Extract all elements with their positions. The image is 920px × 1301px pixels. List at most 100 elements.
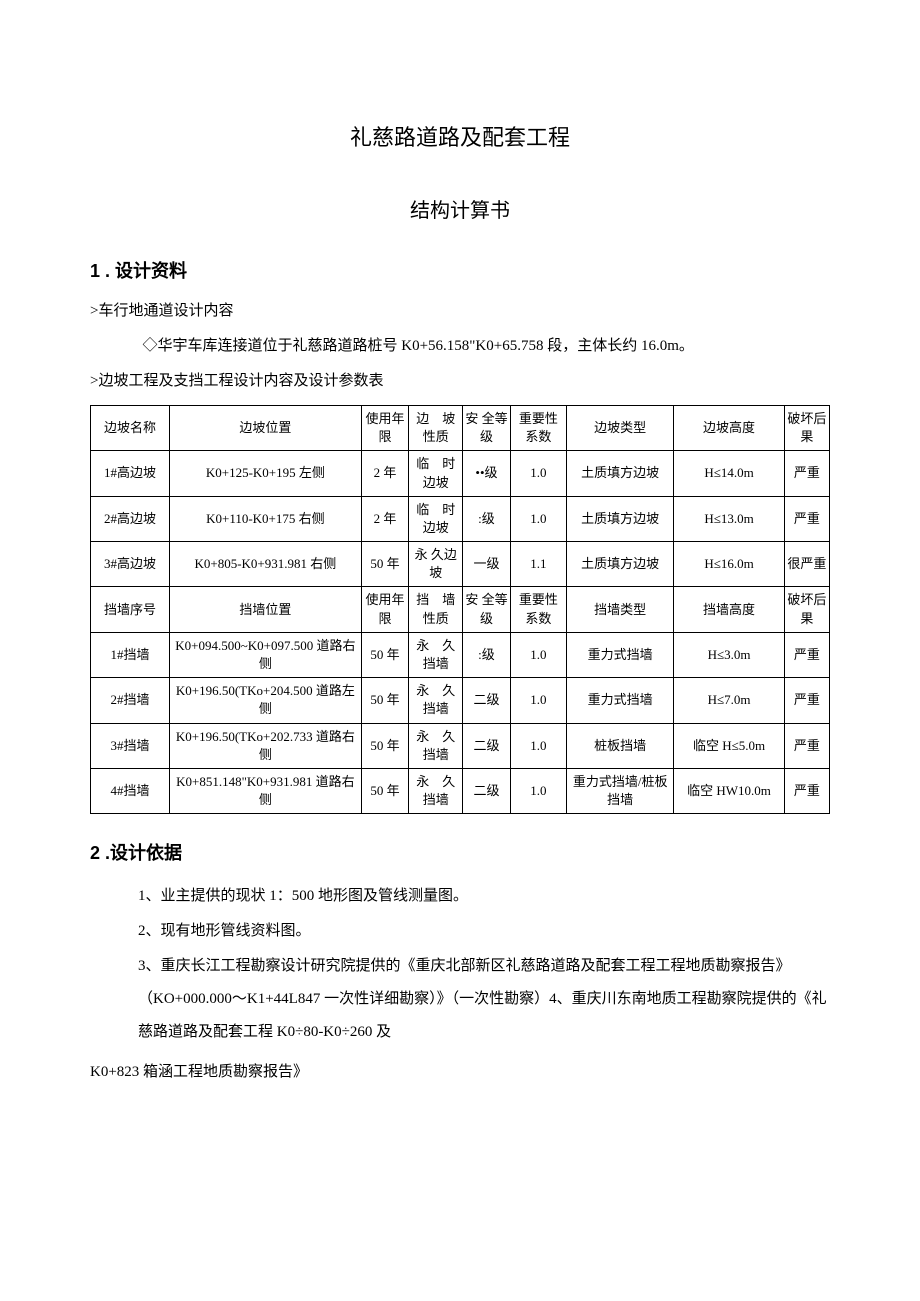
document-subtitle: 结构计算书 bbox=[90, 195, 830, 227]
table-row: 1#高边坡K0+125-K0+195 左侧2 年临 时边坡••级1.0土质填方边… bbox=[91, 451, 830, 496]
table-cell: 土质填方边坡 bbox=[567, 496, 674, 541]
table-cell: H≤7.0m bbox=[674, 678, 785, 723]
table-cell: 50 年 bbox=[361, 632, 408, 677]
section1-line2: ◇华宇车库连接道位于礼慈路道路桩号 K0+56.158"K0+65.758 段，… bbox=[90, 333, 830, 360]
table-cell: 50 年 bbox=[361, 678, 408, 723]
table-cell: K0+125-K0+195 左侧 bbox=[169, 451, 361, 496]
table-cell: K0+196.50(TKo+204.500 道路左侧 bbox=[169, 678, 361, 723]
table-cell: 3#高边坡 bbox=[91, 542, 170, 587]
table-cell: 重要性系数 bbox=[510, 587, 566, 632]
section-1-text: . 设计资料 bbox=[100, 261, 187, 281]
table-cell: 一级 bbox=[463, 542, 510, 587]
section-1-heading: 1 . 设计资料 bbox=[90, 257, 830, 286]
table-cell: 边坡名称 bbox=[91, 405, 170, 450]
table-cell: 临空 H≤5.0m bbox=[674, 723, 785, 768]
table-cell: 破坏后果 bbox=[784, 405, 829, 450]
section-2-heading: 2 .设计依据 bbox=[90, 839, 830, 868]
table-cell: 1.1 bbox=[510, 542, 566, 587]
table-cell: K0+110-K0+175 右侧 bbox=[169, 496, 361, 541]
table-cell: 边 坡性质 bbox=[409, 405, 463, 450]
table-cell: 土质填方边坡 bbox=[567, 542, 674, 587]
design-basis-tail: K0+823 箱涵工程地质勘察报告》 bbox=[90, 1057, 830, 1087]
table-cell: 很严重 bbox=[784, 542, 829, 587]
table-cell: 2 年 bbox=[361, 496, 408, 541]
table-cell: 挡 墙性质 bbox=[409, 587, 463, 632]
table-cell: 重力式挡墙/桩板挡墙 bbox=[567, 768, 674, 813]
table-cell: 4#挡墙 bbox=[91, 768, 170, 813]
table-cell: 临 时边坡 bbox=[409, 451, 463, 496]
table-cell: 永 久挡墙 bbox=[409, 723, 463, 768]
table-cell: 临 时边坡 bbox=[409, 496, 463, 541]
table-cell: K0+851.148"K0+931.981 道路右侧 bbox=[169, 768, 361, 813]
table-cell: 1.0 bbox=[510, 632, 566, 677]
table-cell: :级 bbox=[463, 632, 510, 677]
table-row: 1#挡墙K0+094.500~K0+097.500 道路右侧50 年永 久挡墙:… bbox=[91, 632, 830, 677]
table-cell: 挡墙高度 bbox=[674, 587, 785, 632]
table-cell: 破坏后果 bbox=[784, 587, 829, 632]
table-row: 3#高边坡K0+805-K0+931.981 右侧50 年永 久边坡一级1.1土… bbox=[91, 542, 830, 587]
table-cell: 严重 bbox=[784, 768, 829, 813]
table-cell: H≤16.0m bbox=[674, 542, 785, 587]
list-item: 3、重庆长江工程勘察设计研究院提供的《重庆北部新区礼慈路道路及配套工程工程地质勘… bbox=[138, 950, 830, 1049]
table-cell: 重力式挡墙 bbox=[567, 632, 674, 677]
table-cell: 重要性系数 bbox=[510, 405, 566, 450]
table-cell: 临空 HW10.0m bbox=[674, 768, 785, 813]
table-cell: 永 久挡墙 bbox=[409, 768, 463, 813]
table-cell: ••级 bbox=[463, 451, 510, 496]
list-item: 2、现有地形管线资料图。 bbox=[138, 915, 830, 948]
table-cell: 1.0 bbox=[510, 768, 566, 813]
table-cell: 挡墙序号 bbox=[91, 587, 170, 632]
table-row: 4#挡墙K0+851.148"K0+931.981 道路右侧50 年永 久挡墙二… bbox=[91, 768, 830, 813]
table-cell: 50 年 bbox=[361, 542, 408, 587]
table-cell: 1.0 bbox=[510, 451, 566, 496]
table-cell: 桩板挡墙 bbox=[567, 723, 674, 768]
section-2-text: .设计依据 bbox=[100, 843, 182, 863]
table-cell: 边坡位置 bbox=[169, 405, 361, 450]
table-cell: 重力式挡墙 bbox=[567, 678, 674, 723]
table-cell: 安 全等级 bbox=[463, 405, 510, 450]
table-cell: 二级 bbox=[463, 768, 510, 813]
table-cell: 挡墙类型 bbox=[567, 587, 674, 632]
table-cell: 严重 bbox=[784, 632, 829, 677]
table-cell: 严重 bbox=[784, 723, 829, 768]
document-title: 礼慈路道路及配套工程 bbox=[90, 120, 830, 155]
table-cell: 使用年限 bbox=[361, 405, 408, 450]
table-cell: 永 久挡墙 bbox=[409, 678, 463, 723]
table-header-row: 挡墙序号挡墙位置使用年限挡 墙性质安 全等级重要性系数挡墙类型挡墙高度破坏后果 bbox=[91, 587, 830, 632]
table-cell: H≤3.0m bbox=[674, 632, 785, 677]
table-cell: 2#挡墙 bbox=[91, 678, 170, 723]
section1-line1: >车行地通道设计内容 bbox=[90, 298, 830, 325]
table-cell: 50 年 bbox=[361, 768, 408, 813]
table-cell: 严重 bbox=[784, 496, 829, 541]
design-basis-list: 1、业主提供的现状 1：500 地形图及管线测量图。2、现有地形管线资料图。3、… bbox=[90, 880, 830, 1049]
section-2-num: 2 bbox=[90, 843, 100, 863]
table-cell: 使用年限 bbox=[361, 587, 408, 632]
table-cell: H≤13.0m bbox=[674, 496, 785, 541]
table-cell: 1.0 bbox=[510, 496, 566, 541]
table-cell: K0+094.500~K0+097.500 道路右侧 bbox=[169, 632, 361, 677]
table-cell: 永 久边坡 bbox=[409, 542, 463, 587]
section1-line3: >边坡工程及支挡工程设计内容及设计参数表 bbox=[90, 368, 830, 395]
table-cell: H≤14.0m bbox=[674, 451, 785, 496]
table-cell: 1#高边坡 bbox=[91, 451, 170, 496]
table-cell: 边坡高度 bbox=[674, 405, 785, 450]
table-cell: 永 久挡墙 bbox=[409, 632, 463, 677]
table-cell: 1#挡墙 bbox=[91, 632, 170, 677]
table-cell: K0+196.50(TKo+202.733 道路右侧 bbox=[169, 723, 361, 768]
table-cell: 严重 bbox=[784, 678, 829, 723]
table-cell: 安 全等级 bbox=[463, 587, 510, 632]
table-header-row: 边坡名称边坡位置使用年限边 坡性质安 全等级重要性系数边坡类型边坡高度破坏后果 bbox=[91, 405, 830, 450]
table-cell: 严重 bbox=[784, 451, 829, 496]
table-row: 2#挡墙K0+196.50(TKo+204.500 道路左侧50 年永 久挡墙二… bbox=[91, 678, 830, 723]
table-row: 2#高边坡K0+110-K0+175 右侧2 年临 时边坡:级1.0土质填方边坡… bbox=[91, 496, 830, 541]
table-cell: 1.0 bbox=[510, 678, 566, 723]
table-cell: 二级 bbox=[463, 723, 510, 768]
table-cell: 2 年 bbox=[361, 451, 408, 496]
table-cell: K0+805-K0+931.981 右侧 bbox=[169, 542, 361, 587]
table-cell: 1.0 bbox=[510, 723, 566, 768]
design-params-table: 边坡名称边坡位置使用年限边 坡性质安 全等级重要性系数边坡类型边坡高度破坏后果1… bbox=[90, 405, 830, 814]
table-cell: :级 bbox=[463, 496, 510, 541]
table-cell: 50 年 bbox=[361, 723, 408, 768]
table-cell: 3#挡墙 bbox=[91, 723, 170, 768]
table-cell: 土质填方边坡 bbox=[567, 451, 674, 496]
